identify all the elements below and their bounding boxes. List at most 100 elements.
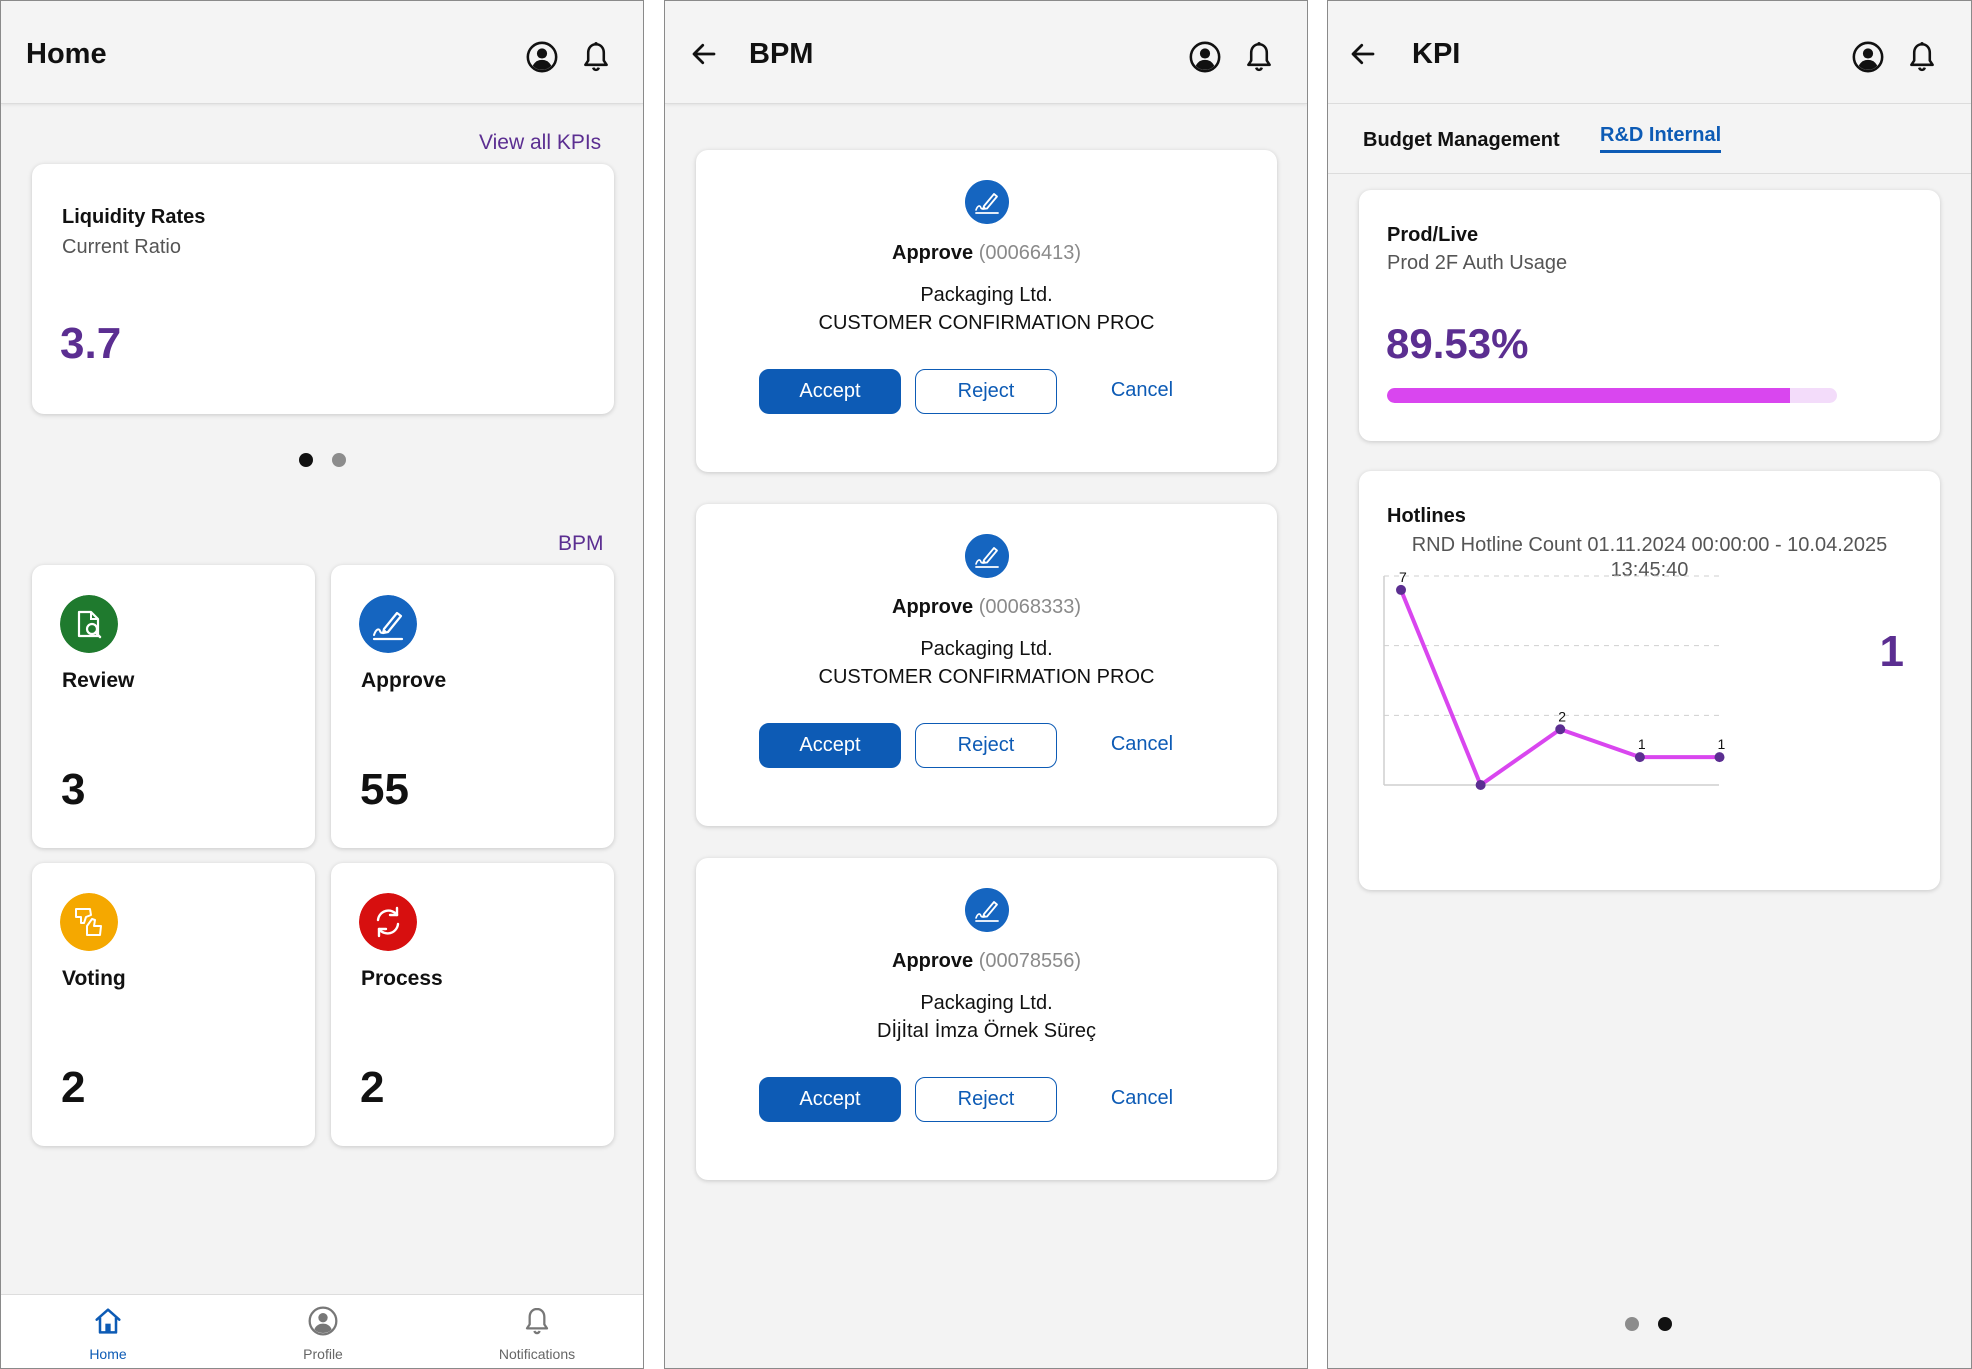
tile-label: Voting	[62, 967, 126, 990]
chart-point	[1555, 724, 1566, 735]
bell-icon[interactable]	[579, 40, 613, 74]
bell-icon[interactable]	[1905, 40, 1939, 74]
carousel-dot-active[interactable]	[299, 453, 313, 467]
carousel-dot-active[interactable]	[1658, 1317, 1672, 1331]
kpi-screen: KPI Budget Management R&D Internal Prod/…	[1327, 0, 1972, 1369]
progress-bar	[1387, 388, 1837, 403]
signature-icon	[965, 534, 1009, 578]
accept-button[interactable]: Accept	[759, 1077, 901, 1122]
signature-icon	[965, 180, 1009, 224]
view-all-kpis-link[interactable]: View all KPIs	[479, 131, 602, 154]
nav-label: Profile	[303, 1346, 343, 1362]
request-action: Approve	[892, 950, 974, 972]
refresh-icon	[359, 893, 417, 951]
hotlines-title: Hotlines	[1387, 505, 1466, 527]
metric-card[interactable]: Prod/Live Prod 2F Auth Usage 89.53%	[1359, 190, 1940, 441]
cancel-button[interactable]: Cancel	[1110, 733, 1174, 755]
request-id: (00066413)	[978, 242, 1081, 264]
profile-icon[interactable]	[1851, 40, 1885, 74]
request-company: Packaging Ltd.	[920, 992, 1053, 1014]
cancel-button[interactable]: Cancel	[1110, 1087, 1174, 1109]
nav-notifications[interactable]: Notifications	[430, 1295, 643, 1368]
tile-label: Review	[62, 669, 135, 692]
thumbs-vote-icon	[60, 893, 118, 951]
home-icon	[95, 1308, 121, 1334]
tab-rd-internal[interactable]: R&D Internal	[1600, 124, 1722, 153]
chart-data-label: 7	[1399, 569, 1407, 585]
reject-button[interactable]: Reject	[915, 1077, 1057, 1122]
progress-fill	[1387, 388, 1790, 403]
chart-point	[1714, 752, 1725, 763]
request-company: Packaging Ltd.	[920, 284, 1053, 306]
request-card: Approve (00066413) Packaging Ltd. CUSTOM…	[696, 150, 1277, 472]
page-title: KPI	[1412, 38, 1461, 70]
metric-value: 89.53%	[1386, 320, 1529, 367]
request-id: (00068333)	[978, 596, 1081, 618]
reject-button[interactable]: Reject	[915, 369, 1057, 414]
nav-label: Notifications	[498, 1346, 576, 1362]
bell-icon	[525, 1307, 549, 1335]
nav-label: Home	[89, 1346, 127, 1362]
kpi-app-bar: KPI	[1328, 1, 1971, 104]
request-company: Packaging Ltd.	[920, 638, 1053, 660]
process-tile[interactable]: Process 2	[331, 863, 614, 1146]
cancel-button[interactable]: Cancel	[1110, 379, 1174, 401]
voting-tile[interactable]: Voting 2	[32, 863, 315, 1146]
tile-count: 55	[360, 765, 409, 814]
chart-point	[1396, 584, 1406, 595]
kpi-tabs: Budget Management R&D Internal	[1328, 104, 1971, 174]
review-tile[interactable]: Review 3	[32, 565, 315, 848]
metric-subtitle: Prod 2F Auth Usage	[1387, 252, 1568, 274]
request-process: DİjİtaI İmza Örnek Süreç	[877, 1020, 1096, 1042]
tile-label: Process	[361, 967, 443, 990]
kpi-title: Liquidity Rates	[62, 206, 206, 228]
chart-series-line	[1399, 587, 1722, 787]
kpi-value: 3.7	[60, 319, 122, 368]
review-icon	[60, 595, 118, 653]
carousel-dot[interactable]	[332, 453, 346, 467]
tile-label: Approve	[361, 669, 447, 692]
kpi-subtitle: Current Ratio	[62, 236, 181, 258]
back-arrow-icon[interactable]	[689, 39, 719, 69]
request-action: Approve	[892, 242, 974, 264]
approve-tile[interactable]: Approve 55	[331, 565, 614, 848]
tile-count: 2	[61, 1063, 86, 1112]
profile-icon[interactable]	[525, 40, 559, 74]
metric-title: Prod/Live	[1387, 224, 1479, 246]
bpm-app-bar: BPM	[665, 1, 1307, 104]
profile-icon[interactable]	[1188, 40, 1222, 74]
request-card: Approve (00078556) Packaging Ltd. Dİjİta…	[696, 858, 1277, 1180]
tab-budget-management[interactable]: Budget Management	[1363, 129, 1560, 151]
home-screen: Home View all KPIs Liquidity Rates Curre…	[0, 0, 644, 1369]
reject-button[interactable]: Reject	[915, 723, 1057, 768]
bell-icon[interactable]	[1242, 40, 1276, 74]
request-action: Approve	[892, 596, 974, 618]
signature-icon	[965, 888, 1009, 932]
nav-profile[interactable]: Profile	[216, 1295, 430, 1368]
request-heading: Approve (00066413)	[696, 242, 1277, 265]
bpm-section-label[interactable]: BPM	[558, 532, 604, 555]
chart-data-label: 1	[1638, 736, 1646, 752]
accept-button[interactable]: Accept	[759, 723, 901, 768]
tile-count: 2	[360, 1063, 385, 1112]
nav-home[interactable]: Home	[1, 1295, 215, 1368]
request-id: (00078556)	[978, 950, 1081, 972]
signature-icon	[359, 595, 417, 653]
request-process: CUSTOMER CONFIRMATION PROC	[818, 666, 1155, 688]
request-heading: Approve (00068333)	[696, 596, 1277, 619]
hotlines-line-chart: 7 2 1 1	[1383, 569, 1726, 790]
hotlines-card[interactable]: Hotlines RND Hotline Count 01.11.2024 00…	[1359, 471, 1940, 890]
page-title: BPM	[749, 38, 814, 70]
home-app-bar: Home	[1, 1, 643, 104]
kpi-card[interactable]: Liquidity Rates Current Ratio 3.7	[32, 164, 614, 414]
request-process: CUSTOMER CONFIRMATION PROC	[818, 312, 1155, 334]
chart-point	[1634, 752, 1645, 763]
carousel-dot[interactable]	[1625, 1317, 1639, 1331]
back-arrow-icon[interactable]	[1348, 39, 1378, 69]
request-card: Approve (00068333) Packaging Ltd. CUSTOM…	[696, 504, 1277, 826]
tile-count: 3	[61, 765, 86, 814]
accept-button[interactable]: Accept	[759, 369, 901, 414]
request-heading: Approve (00078556)	[696, 950, 1277, 973]
bpm-screen: BPM Approve (00066413) Packaging Ltd. CU…	[664, 0, 1308, 1369]
chart-data-label: 1	[1718, 736, 1726, 752]
